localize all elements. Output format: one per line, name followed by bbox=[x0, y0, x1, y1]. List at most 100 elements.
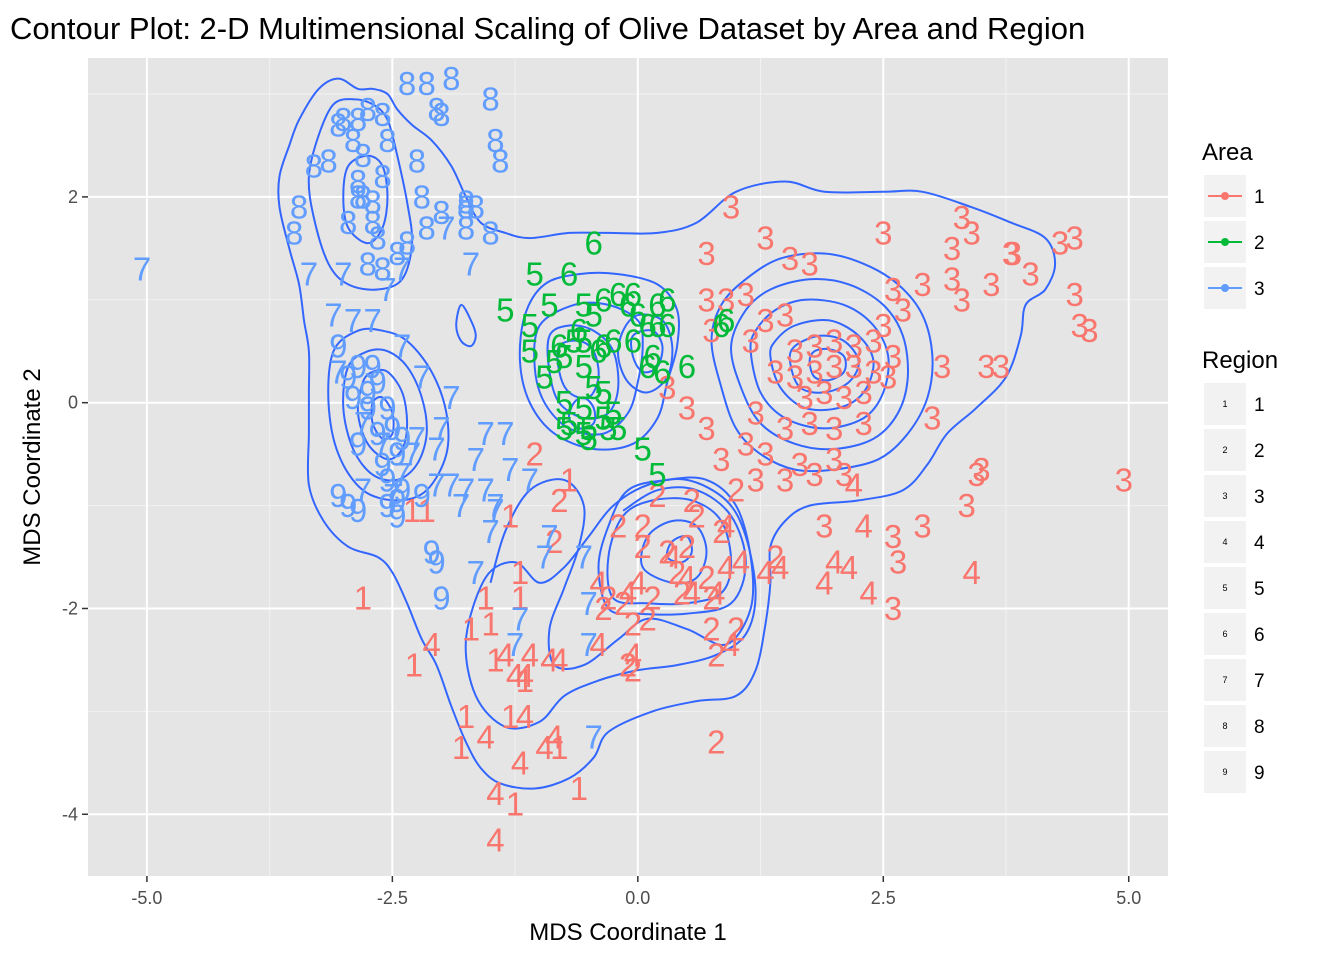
point-region-8: 8 bbox=[373, 250, 391, 287]
point-region-2: 2 bbox=[638, 600, 656, 637]
point-region-8: 8 bbox=[467, 189, 485, 226]
point-region-4: 4 bbox=[589, 564, 607, 601]
contour-line bbox=[749, 298, 890, 430]
point-region-1: 1 bbox=[457, 698, 475, 735]
legend-region-label: 8 bbox=[1254, 717, 1265, 738]
point-region-4: 4 bbox=[717, 549, 735, 586]
point-region-4: 4 bbox=[678, 559, 696, 596]
point-region-3: 3 bbox=[717, 281, 735, 318]
point-region-9: 9 bbox=[388, 482, 406, 519]
point-region-1: 1 bbox=[462, 611, 480, 648]
point-region-7: 7 bbox=[393, 456, 411, 493]
point-region-7: 7 bbox=[334, 256, 352, 293]
point-region-7: 7 bbox=[427, 467, 445, 504]
contour-line bbox=[533, 301, 644, 436]
point-region-2: 2 bbox=[624, 605, 642, 642]
point-region-6: 6 bbox=[624, 322, 642, 359]
point-region-3: 3 bbox=[697, 235, 715, 272]
point-region-3: 3 bbox=[884, 271, 902, 308]
point-region-3: 3 bbox=[800, 405, 818, 442]
point-region-4: 4 bbox=[535, 729, 553, 766]
point-region-4: 4 bbox=[589, 626, 607, 663]
legend-area-label: 2 bbox=[1254, 233, 1265, 254]
point-region-3: 3 bbox=[845, 348, 863, 385]
contour-line bbox=[342, 348, 428, 482]
legend-region-key: 6 bbox=[1222, 629, 1227, 639]
point-region-3: 3 bbox=[933, 348, 951, 385]
contour-line bbox=[518, 271, 680, 451]
point-region-1: 1 bbox=[570, 770, 588, 807]
point-region-4: 4 bbox=[550, 641, 568, 678]
point-region-2: 2 bbox=[643, 580, 661, 617]
point-region-8: 8 bbox=[290, 189, 308, 226]
point-region-7: 7 bbox=[521, 461, 539, 498]
point-region-7: 7 bbox=[383, 477, 401, 514]
point-region-3: 3 bbox=[697, 281, 715, 318]
point-region-7: 7 bbox=[496, 415, 514, 452]
point-region-2: 2 bbox=[673, 575, 691, 612]
point-region-9: 9 bbox=[344, 379, 362, 416]
point-region-7: 7 bbox=[580, 626, 598, 663]
point-region-3: 3 bbox=[678, 389, 696, 426]
point-region-3: 3 bbox=[854, 405, 872, 442]
point-region-2: 2 bbox=[668, 554, 686, 591]
point-region-9: 9 bbox=[349, 425, 367, 462]
point-region-3: 3 bbox=[913, 508, 931, 545]
point-region-5: 5 bbox=[555, 384, 573, 421]
legend-area-key-dot bbox=[1221, 284, 1229, 292]
point-region-7: 7 bbox=[467, 554, 485, 591]
point-region-5: 5 bbox=[575, 322, 593, 359]
point-region-3: 3 bbox=[884, 338, 902, 375]
legend-region-label: 9 bbox=[1254, 763, 1265, 784]
point-region-2: 2 bbox=[550, 482, 568, 519]
y-tick-label: -2 bbox=[62, 598, 78, 618]
point-region-5: 5 bbox=[599, 410, 617, 447]
point-region-5: 5 bbox=[560, 405, 578, 442]
point-region-3: 3 bbox=[845, 328, 863, 365]
point-region-3: 3 bbox=[835, 456, 853, 493]
point-region-2: 2 bbox=[624, 652, 642, 689]
point-region-5: 5 bbox=[584, 369, 602, 406]
point-region-5: 5 bbox=[594, 374, 612, 411]
point-region-4: 4 bbox=[840, 549, 858, 586]
point-region-2: 2 bbox=[658, 533, 676, 570]
point-region-7: 7 bbox=[501, 451, 519, 488]
point-region-6: 6 bbox=[584, 225, 602, 262]
point-region-6: 6 bbox=[712, 307, 730, 344]
legend-area-key-dot bbox=[1221, 192, 1229, 200]
legend-area-title: Area bbox=[1202, 139, 1253, 166]
point-region-7: 7 bbox=[442, 379, 460, 416]
point-region-3: 3 bbox=[962, 214, 980, 251]
point-region-7: 7 bbox=[408, 420, 426, 457]
point-region-7: 7 bbox=[575, 539, 593, 576]
point-region-5: 5 bbox=[521, 333, 539, 370]
contour-line bbox=[356, 368, 409, 461]
point-region-7: 7 bbox=[584, 719, 602, 756]
point-region-5: 5 bbox=[580, 420, 598, 457]
point-region-4: 4 bbox=[722, 626, 740, 663]
contour-line bbox=[455, 303, 477, 348]
point-region-6: 6 bbox=[594, 328, 612, 365]
contour-line bbox=[342, 154, 389, 245]
point-region-9: 9 bbox=[329, 477, 347, 514]
point-region-3: 3 bbox=[1066, 276, 1084, 313]
point-region-6: 6 bbox=[643, 338, 661, 375]
point-region-8: 8 bbox=[432, 194, 450, 231]
point-region-2: 2 bbox=[727, 611, 745, 648]
contour-line bbox=[640, 519, 708, 585]
point-region-4: 4 bbox=[663, 539, 681, 576]
point-region-7: 7 bbox=[476, 415, 494, 452]
point-region-3: 3 bbox=[1004, 235, 1022, 272]
point-region-8: 8 bbox=[364, 184, 382, 221]
point-region-3: 3 bbox=[722, 189, 740, 226]
y-axis-ticks: -4 -2 0 2 bbox=[62, 187, 88, 824]
point-region-5: 5 bbox=[580, 410, 598, 447]
contour-line bbox=[630, 329, 664, 374]
legend-region-label: 2 bbox=[1254, 441, 1265, 462]
point-region-3: 3 bbox=[1066, 220, 1084, 257]
point-region-4: 4 bbox=[854, 508, 872, 545]
point-region-4: 4 bbox=[545, 719, 563, 756]
plot-panel bbox=[88, 58, 1168, 876]
point-region-6: 6 bbox=[604, 322, 622, 359]
